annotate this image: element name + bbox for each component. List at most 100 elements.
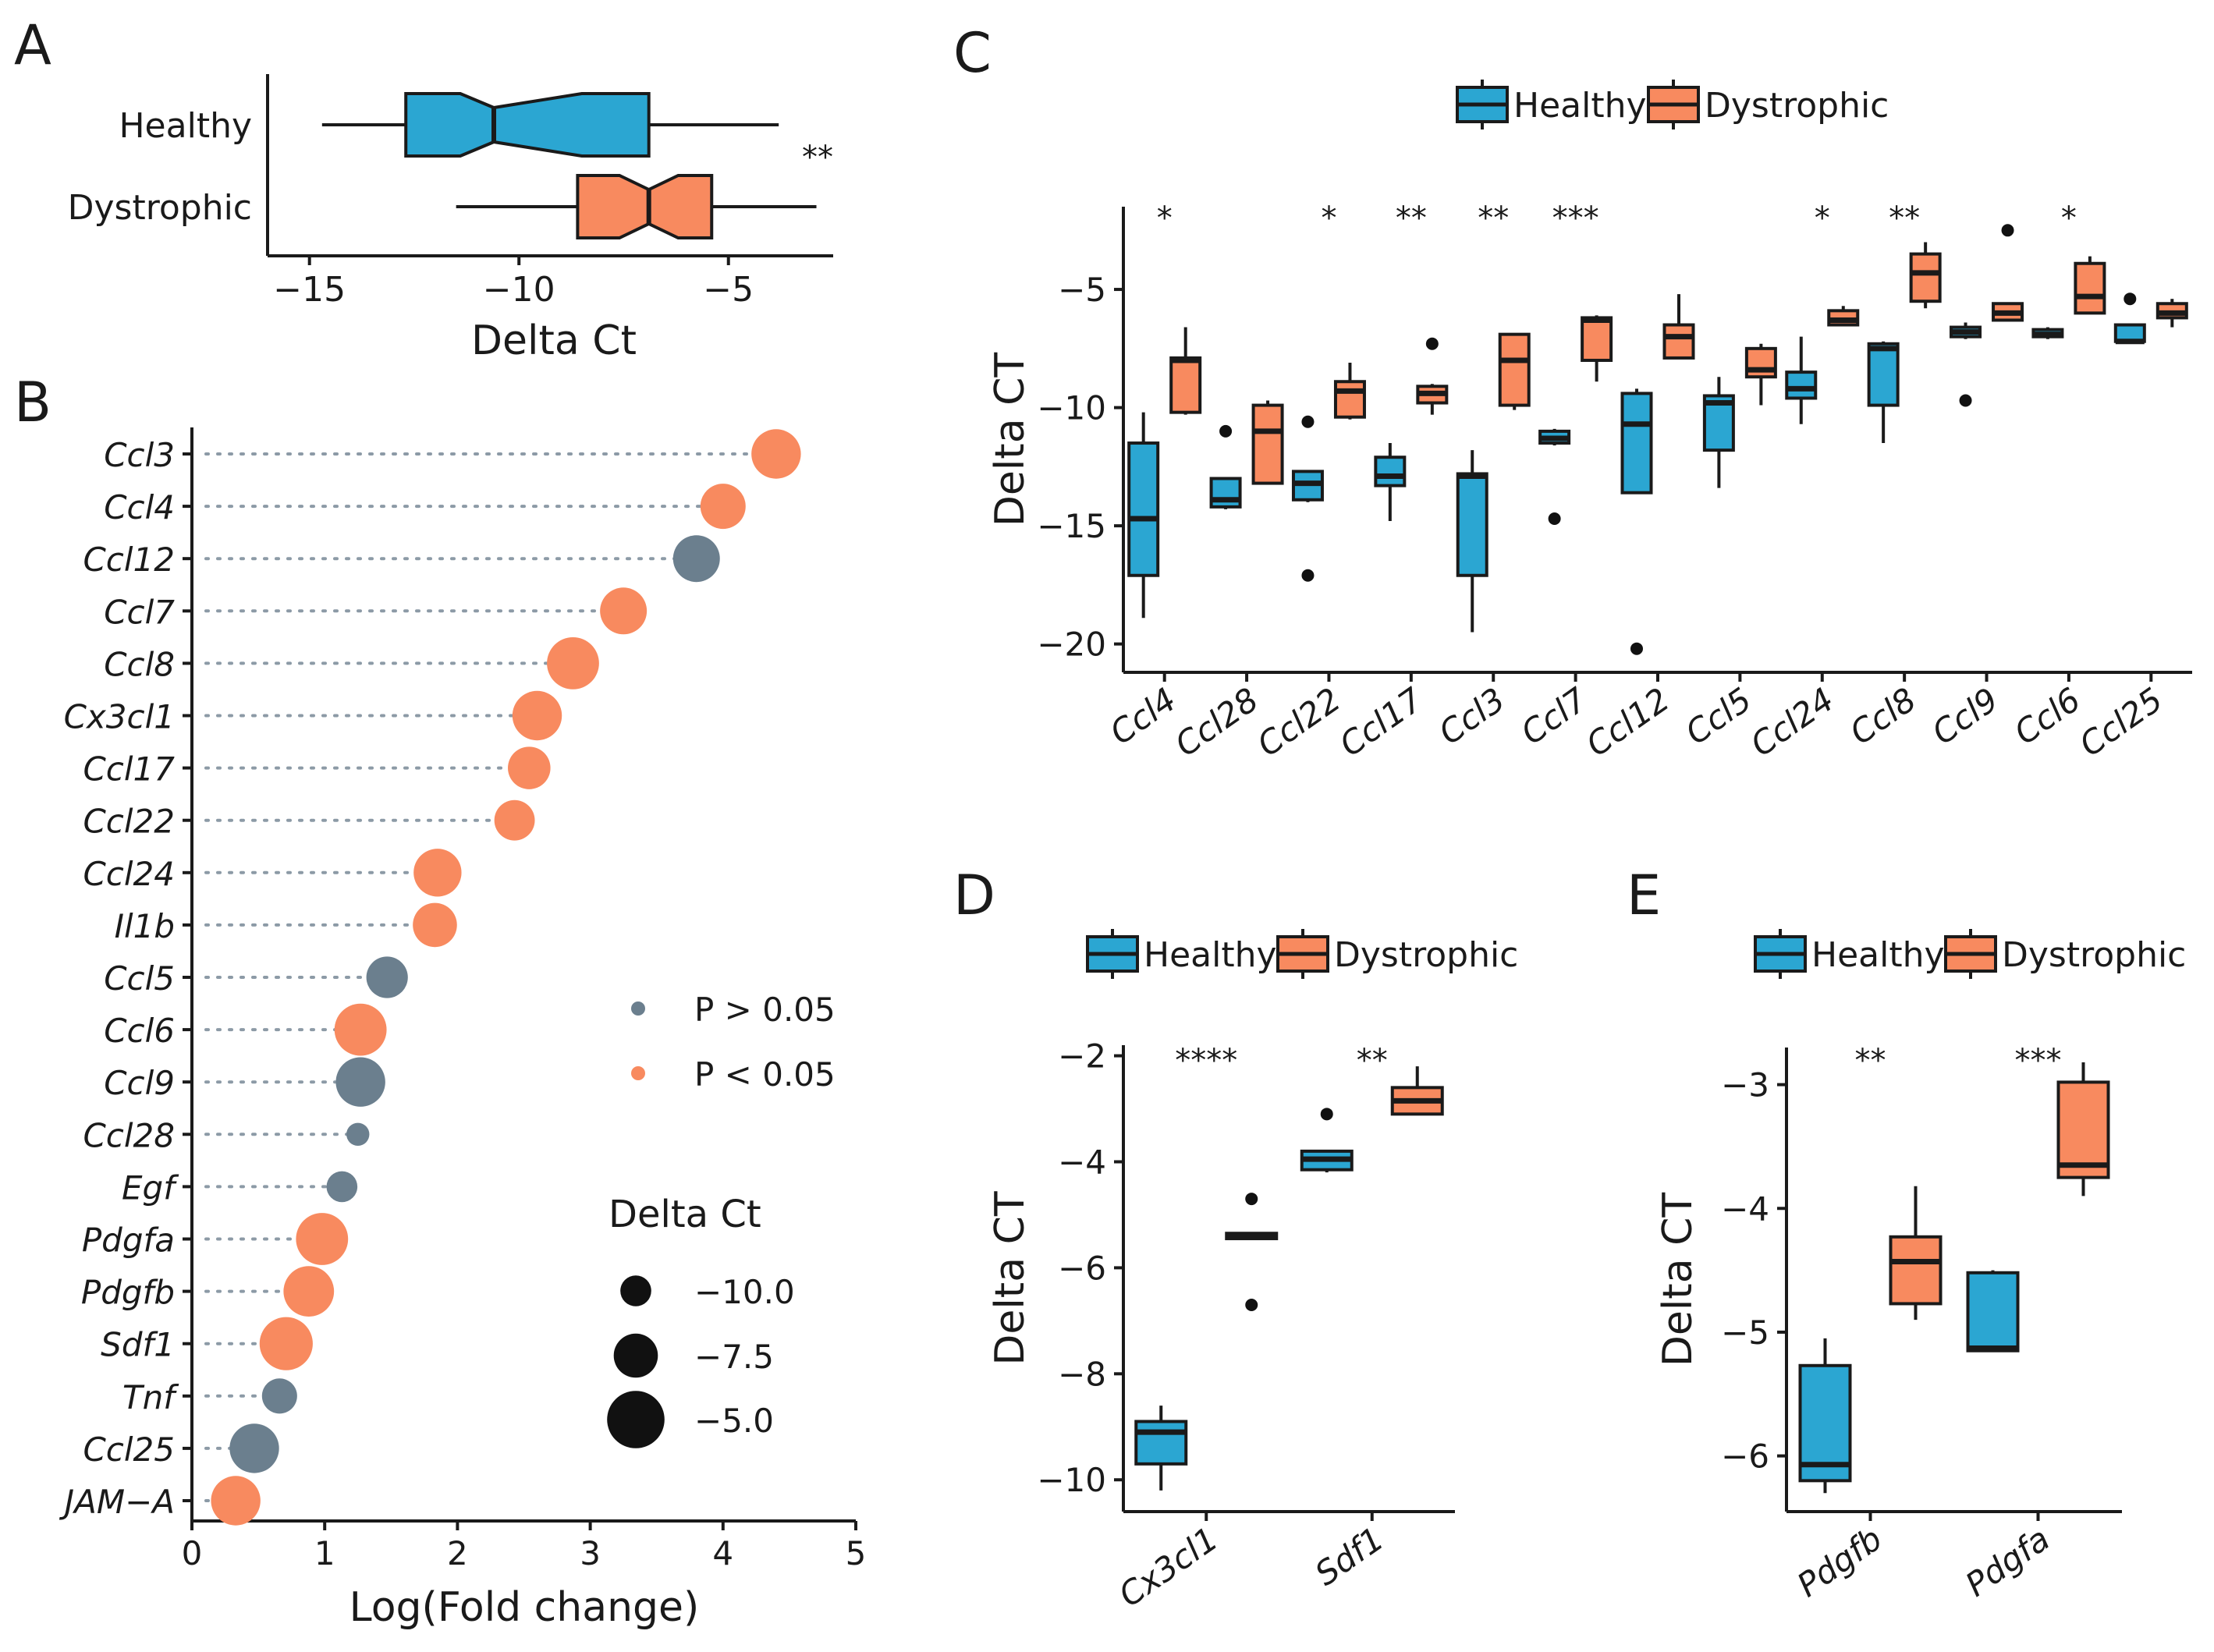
outlier-point [1219,424,1233,438]
x-tick-label: 3 [580,1534,601,1572]
gene-label: Cx3cl1 [64,698,175,736]
gene-label: Tnf [122,1378,179,1416]
significance-marker: *** [1552,200,1599,236]
gene-label: Pdgfa [82,1221,175,1260]
box-healthy [1785,370,1818,400]
x-tick-label: Ccl3 [1432,680,1511,752]
lollipop-point [346,1122,370,1147]
y-tick-label: −3 [1721,1066,1769,1104]
significance-marker: ** [1396,200,1427,236]
legend-label: −10.0 [694,1273,795,1311]
box-dystrophic [1909,252,1942,303]
lollipop-point [508,746,551,789]
gene-label: Ccl4 [104,488,175,526]
significance-marker: * [1815,200,1830,236]
panel-label-c: C [953,21,992,85]
gene-label: Ccl9 [104,1064,175,1102]
x-tick-label: Pdgfb [1790,1519,1889,1604]
gene-label: Ccl6 [104,1012,175,1050]
x-tick-label: Ccl6 [2007,680,2087,752]
legend-label: Dystrophic [2002,935,2186,975]
x-tick-label: 0 [182,1534,203,1572]
x-tick-label: Ccl9 [1925,680,2005,752]
box-healthy [1798,1363,1852,1483]
legend-label: −5.0 [694,1402,774,1440]
y-tick-label: −2 [1058,1037,1106,1076]
gene-label: Ccl28 [83,1116,175,1154]
x-tick-label: Ccl17 [1332,680,1430,764]
x-axis-title: Log(Fold change) [349,1584,700,1631]
box-healthy [1456,472,1488,577]
x-axis-title: Delta Ct [471,317,637,364]
significance-marker: ** [1855,1043,1886,1079]
legend-label: Healthy [1811,935,1945,975]
panel-label-a: A [14,13,51,77]
outlier-point [1245,1193,1258,1206]
significance-marker: *** [2015,1043,2062,1079]
lollipop-point [547,637,599,690]
lollipop-point [211,1476,261,1526]
notched-box-healthy [404,92,651,158]
significance-marker: * [1157,200,1173,236]
gene-label: Ccl7 [104,593,175,631]
lollipop-point [512,690,562,741]
x-tick-label: −10 [483,270,555,310]
legend-key-dot [631,1001,645,1016]
legend-label: Healthy [1144,935,1277,975]
gene-label: Il1b [115,907,175,945]
legend-label: Healthy [1513,86,1647,126]
box-healthy [1620,392,1653,495]
box-healthy [1374,456,1407,487]
x-tick-label: 2 [447,1534,468,1572]
box-dystrophic [2074,261,2106,315]
box-dystrophic [1169,356,1202,414]
significance-marker: ** [802,140,833,175]
box-healthy [1127,441,1160,577]
x-tick-label: Ccl28 [1168,680,1265,764]
lollipop-point [259,1317,313,1370]
legend-label: P > 0.05 [694,991,836,1029]
outlier-point [2001,224,2014,237]
y-tick-label: −4 [1058,1143,1106,1182]
outlier-point [1301,569,1315,582]
legend-size-dot [607,1391,665,1448]
box-dystrophic [1498,332,1531,407]
x-tick-label: 5 [846,1534,867,1572]
y-tick-label: −6 [1721,1438,1769,1476]
gene-label: Ccl24 [83,855,175,893]
panel-label-b: B [14,370,51,434]
significance-marker: * [1321,200,1336,236]
lollipop-point [261,1378,297,1414]
x-tick-label: 1 [314,1534,335,1572]
box-dystrophic [1581,316,1613,362]
outlier-point [1548,512,1561,526]
lollipop-point [366,956,408,998]
gene-label: Ccl5 [104,959,175,998]
x-tick-label: Ccl24 [1744,680,1840,764]
significance-marker: **** [1175,1043,1237,1079]
legend-size-dot [613,1333,658,1378]
x-tick-label: −15 [273,270,346,310]
y-tick-label: −10 [1037,1461,1106,1499]
gene-label: Sdf1 [101,1326,175,1364]
outlier-point [1320,1108,1333,1121]
legend-label: Dystrophic [1334,935,1518,975]
panel-b: Ccl3 Ccl4 Ccl12 Ccl7 Ccl8 Cx3cl1 Ccl17 Ccl22 Ccl… [59,427,867,1631]
box-dystrophic [1251,403,1284,485]
lollipop-point [335,1057,385,1107]
lollipop-point [413,902,457,948]
panel-label-d: D [953,863,995,927]
gene-label: Ccl22 [83,803,175,841]
outlier-point [2124,292,2137,306]
lollipop-point [700,484,746,530]
x-tick-label: 4 [712,1534,733,1572]
y-tick-label: −6 [1058,1249,1106,1287]
lollipop-point [494,799,535,841]
lollipop-point [751,429,801,479]
lollipop-point [600,587,648,635]
gene-label: JAM−A [59,1483,175,1521]
x-tick-label: Cx3cl1 [1112,1519,1225,1615]
x-tick-label: Sdf1 [1308,1519,1391,1594]
box-dystrophic [1333,380,1366,419]
